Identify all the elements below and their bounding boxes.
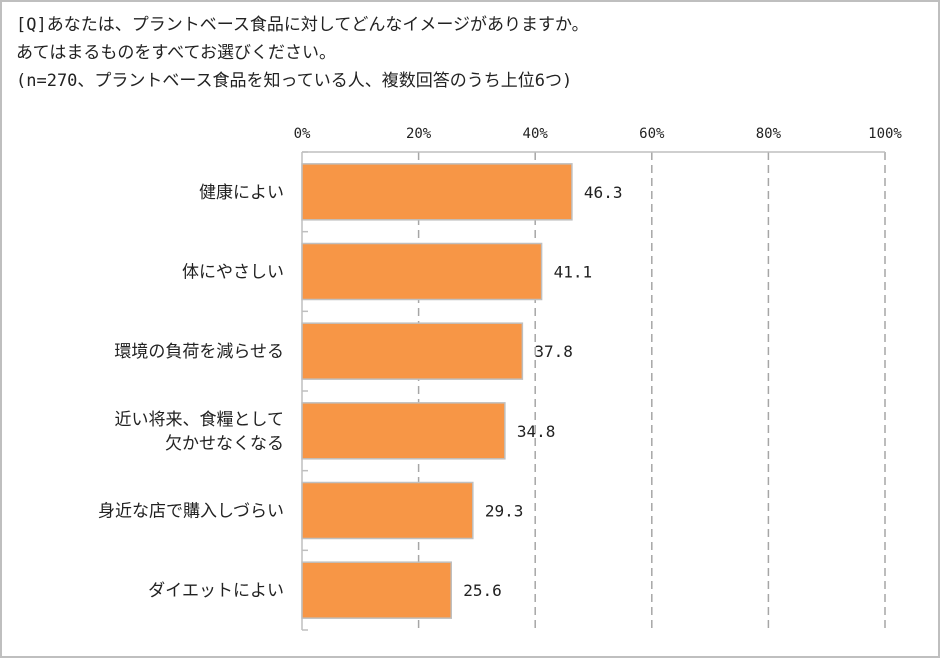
data-label: 34.8 [517, 422, 556, 441]
category-label: 健康によい [199, 183, 284, 203]
data-label: 46.3 [584, 183, 623, 202]
x-tick-label: 60% [639, 126, 665, 142]
bar [301, 242, 543, 301]
chart-title-line-3: (n=270、プラントベース食品を知っている人、複数回答のうち上位6つ) [16, 71, 573, 91]
category-label: 環境の負荷を減らせる [114, 342, 284, 362]
category-label: 欠かせなくなる [165, 434, 284, 454]
category-label: ダイエットによい [148, 581, 284, 601]
bar [301, 561, 452, 619]
bar [301, 402, 506, 460]
data-label: 41.1 [554, 263, 593, 282]
data-label: 25.6 [463, 581, 502, 600]
data-label: 29.3 [485, 502, 524, 521]
x-tick-label: 40% [523, 126, 549, 142]
x-tick-label: 100% [868, 126, 902, 142]
chart-title-line-2: あてはまるものをすべてお選びください。 [16, 43, 336, 63]
bar [301, 322, 524, 380]
x-tick-label: 80% [756, 126, 782, 142]
x-tick-label: 20% [406, 126, 432, 142]
x-tick-label: 0% [294, 126, 311, 142]
category-label: 身近な店で購入しづらい [98, 502, 284, 522]
category-label: 近い将来、食糧として [115, 410, 285, 430]
category-label: 体にやさしい [182, 263, 284, 283]
chart-title-line-1: [Q]あなたは、プラントベース食品に対してどんなイメージがありますか。 [16, 15, 589, 35]
bar [301, 481, 474, 540]
data-label: 37.8 [534, 342, 573, 361]
bar [301, 163, 573, 221]
